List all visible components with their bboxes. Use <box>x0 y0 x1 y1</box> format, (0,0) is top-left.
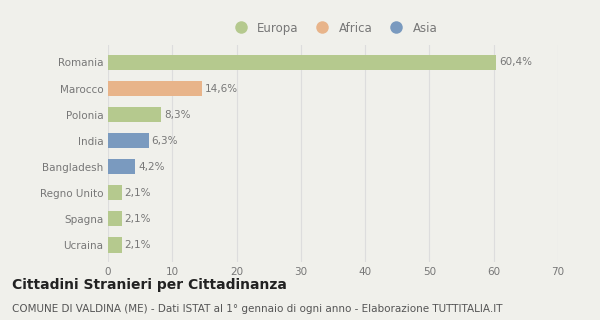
Legend: Europa, Africa, Asia: Europa, Africa, Asia <box>229 21 437 35</box>
Text: 14,6%: 14,6% <box>205 84 238 93</box>
Bar <box>108 237 121 252</box>
Text: 2,1%: 2,1% <box>125 214 151 224</box>
Text: COMUNE DI VALDINA (ME) - Dati ISTAT al 1° gennaio di ogni anno - Elaborazione TU: COMUNE DI VALDINA (ME) - Dati ISTAT al 1… <box>12 304 503 314</box>
Bar <box>108 159 135 174</box>
Text: 4,2%: 4,2% <box>138 162 165 172</box>
Bar <box>108 211 121 227</box>
Bar <box>108 133 149 148</box>
Text: 8,3%: 8,3% <box>164 109 191 120</box>
Bar <box>108 55 496 70</box>
Text: 6,3%: 6,3% <box>152 136 178 146</box>
Bar <box>108 107 161 122</box>
Bar <box>108 81 202 96</box>
Text: 2,1%: 2,1% <box>125 188 151 198</box>
Text: 2,1%: 2,1% <box>125 240 151 250</box>
Text: Cittadini Stranieri per Cittadinanza: Cittadini Stranieri per Cittadinanza <box>12 278 287 292</box>
Bar <box>108 185 121 200</box>
Text: 60,4%: 60,4% <box>499 58 533 68</box>
